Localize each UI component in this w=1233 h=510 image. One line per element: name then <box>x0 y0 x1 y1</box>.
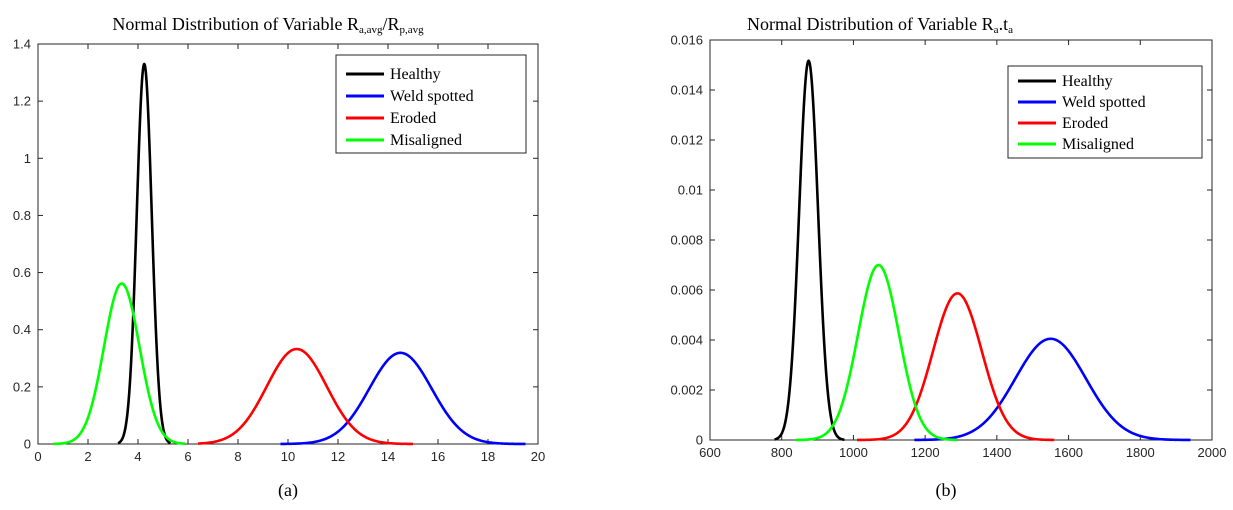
chart-b-ytick-label: 0.008 <box>670 233 703 248</box>
chart-a-xtick-label: 14 <box>381 449 395 464</box>
chart-b-ticks: 600 800 1000 1200 1400 1600 1800 2000 0 0.002 0.00… <box>670 33 1226 461</box>
chart-a-caption: (a) <box>278 480 298 501</box>
chart-a-ytick-label: 0.8 <box>13 208 31 223</box>
chart-a-title-sub2: p,avg <box>400 24 425 36</box>
chart-b-ytick-label: 0.006 <box>670 283 703 298</box>
chart-b-ytick-label: 0.016 <box>670 33 703 48</box>
chart-a-xtick-label: 6 <box>184 449 191 464</box>
chart-b-ytick-label: 0.004 <box>670 333 703 348</box>
chart-a-title: Normal Distribution of Variable Ra,avg/R… <box>112 14 424 36</box>
chart-b: Normal Distribution of Variable Ra.ta 60… <box>670 14 1226 501</box>
chart-a-xtick-label: 18 <box>481 449 495 464</box>
chart-a-series-misaligned <box>52 282 186 446</box>
legend-label-eroded: Eroded <box>1062 115 1108 132</box>
chart-b-xtick-label: 1600 <box>1054 445 1083 460</box>
chart-b-title-main: Normal Distribution of Variable R <box>747 14 994 34</box>
chart-a-ticks: 0 2 4 6 8 10 12 14 16 18 20 0 0.2 0.4 0.6 0.8 1 1.2 1.4 <box>13 37 545 465</box>
chart-a-xtick-label: 8 <box>234 449 241 464</box>
chart-b-series-eroded <box>856 292 1055 442</box>
chart-b-ytick-label: 0.014 <box>670 83 703 98</box>
chart-a: Normal Distribution of Variable Ra,avg/R… <box>13 14 545 501</box>
chart-a-legend-box <box>335 54 527 154</box>
chart-a-series-eroded <box>197 347 414 446</box>
chart-b-series-misaligned <box>795 263 958 442</box>
chart-a-ytick-label: 1 <box>24 151 31 166</box>
chart-b-curves <box>773 59 1191 442</box>
chart-b-series-weld-spotted <box>914 337 1191 442</box>
chart-a-title-sub1: a,avg <box>359 24 383 36</box>
chart-a-xtick-label: 4 <box>134 449 141 464</box>
chart-a-ytick-label: 1.2 <box>13 94 31 109</box>
chart-a-legend: Healthy Weld spotted Eroded Misaligned <box>335 54 527 154</box>
chart-a-ytick-label: 0 <box>24 437 31 452</box>
chart-a-ytick-label: 1.4 <box>13 37 31 52</box>
chart-b-xtick-label: 1200 <box>911 445 940 460</box>
chart-b-ytick-label: 0.012 <box>670 133 703 148</box>
chart-a-xtick-label: 0 <box>34 449 41 464</box>
chart-b-title-mid: .t <box>999 14 1009 34</box>
chart-a-xtick-label: 16 <box>431 449 445 464</box>
chart-b-xtick-label: 1800 <box>1126 445 1155 460</box>
chart-a-series-weld-spotted <box>280 351 526 446</box>
chart-a-title-main: Normal Distribution of Variable R <box>112 14 359 34</box>
chart-a-curves <box>52 62 526 446</box>
chart-a-xtick-label: 20 <box>531 449 545 464</box>
chart-b-ytick-label: 0.002 <box>670 383 703 398</box>
chart-b-xtick-label: 800 <box>771 445 793 460</box>
chart-a-ytick-label: 0.6 <box>13 265 31 280</box>
chart-b-legend: Healthy Weld spotted Eroded Misaligned <box>1007 65 1203 159</box>
chart-b-title-sub2: a <box>1008 24 1013 36</box>
legend-label-weld-spotted: Weld spotted <box>1062 94 1146 111</box>
legend-label-misaligned: Misaligned <box>1062 136 1134 153</box>
legend-label-healthy: Healthy <box>390 66 441 83</box>
chart-a-xtick-label: 12 <box>331 449 345 464</box>
chart-a-series-healthy <box>117 62 172 445</box>
chart-b-xtick-label: 1000 <box>839 445 868 460</box>
chart-b-title: Normal Distribution of Variable Ra.ta <box>747 14 1013 36</box>
chart-b-xtick-label: 1400 <box>982 445 1011 460</box>
legend-label-misaligned: Misaligned <box>390 132 462 149</box>
legend-label-eroded: Eroded <box>390 110 436 127</box>
chart-a-ytick-label: 0.2 <box>13 379 31 394</box>
chart-a-ytick-label: 0.4 <box>13 322 31 337</box>
chart-b-ytick-label: 0.01 <box>678 183 703 198</box>
legend-label-weld-spotted: Weld spotted <box>390 88 474 105</box>
chart-a-title-slash: /R <box>383 14 400 34</box>
chart-b-xtick-label: 600 <box>699 445 721 460</box>
legend-label-healthy: Healthy <box>1062 73 1113 90</box>
chart-b-xtick-label: 2000 <box>1198 445 1227 460</box>
chart-b-title-sub1: a <box>994 24 999 36</box>
chart-b-ytick-label: 0 <box>696 433 703 448</box>
chart-b-caption: (b) <box>936 480 957 501</box>
chart-a-xtick-label: 2 <box>84 449 91 464</box>
chart-a-xtick-label: 10 <box>281 449 295 464</box>
